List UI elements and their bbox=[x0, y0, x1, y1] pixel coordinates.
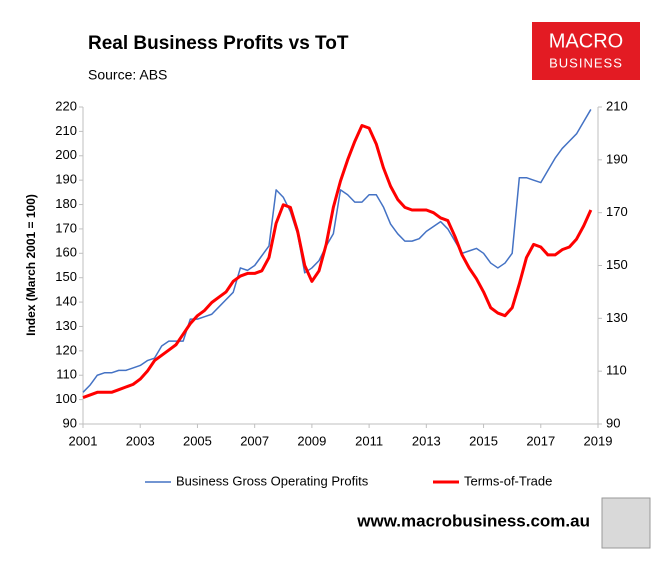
y-tick-label: 180 bbox=[55, 196, 77, 211]
y-tick-label: 200 bbox=[55, 147, 77, 162]
y-tick-label: 90 bbox=[63, 415, 77, 430]
x-tick-label: 2007 bbox=[240, 433, 269, 448]
y-tick-label: 110 bbox=[56, 367, 77, 382]
y-tick-label: 150 bbox=[55, 269, 77, 284]
y-tick-label: 190 bbox=[55, 172, 77, 187]
y2-tick-label: 110 bbox=[606, 363, 627, 378]
logo-text: MACRO bbox=[549, 30, 623, 52]
series-line bbox=[82, 123, 593, 399]
chart-subtitle: Source: ABS bbox=[88, 67, 167, 83]
y-axis-label: Index (March 2001 = 100) bbox=[24, 194, 38, 336]
series-line bbox=[82, 109, 592, 393]
x-tick-label: 2005 bbox=[183, 433, 212, 448]
logo-box bbox=[532, 22, 640, 80]
x-tick-label: 2019 bbox=[584, 433, 613, 448]
x-tick-label: 2009 bbox=[297, 433, 326, 448]
y2-tick-label: 210 bbox=[606, 98, 628, 113]
y2-tick-label: 130 bbox=[606, 310, 628, 325]
logo-text: BUSINESS bbox=[549, 55, 623, 70]
y-tick-label: 120 bbox=[55, 342, 77, 357]
y-tick-label: 210 bbox=[55, 123, 77, 138]
y-tick-label: 170 bbox=[55, 220, 77, 235]
y-tick-label: 130 bbox=[55, 318, 77, 333]
wolf-icon bbox=[601, 497, 651, 549]
footer: www.macrobusiness.com.au bbox=[356, 511, 590, 530]
y-tick-label: 100 bbox=[55, 391, 77, 406]
x-tick-label: 2011 bbox=[355, 433, 383, 448]
y2-tick-label: 150 bbox=[606, 257, 628, 272]
legend-label: Terms-of-Trade bbox=[464, 473, 552, 488]
y-tick-label: 220 bbox=[55, 98, 77, 113]
y2-tick-label: 190 bbox=[606, 151, 628, 166]
y-tick-label: 140 bbox=[55, 294, 77, 309]
x-tick-label: 2003 bbox=[126, 433, 155, 448]
chart-title: Real Business Profits vs ToT bbox=[88, 33, 349, 54]
y2-tick-label: 90 bbox=[606, 415, 620, 430]
legend-label: Business Gross Operating Profits bbox=[176, 473, 369, 488]
x-tick-label: 2013 bbox=[412, 433, 441, 448]
x-tick-label: 2017 bbox=[526, 433, 555, 448]
y-tick-label: 160 bbox=[55, 245, 77, 260]
y2-tick-label: 170 bbox=[606, 204, 628, 219]
x-tick-label: 2001 bbox=[69, 433, 98, 448]
x-tick-label: 2015 bbox=[469, 433, 498, 448]
